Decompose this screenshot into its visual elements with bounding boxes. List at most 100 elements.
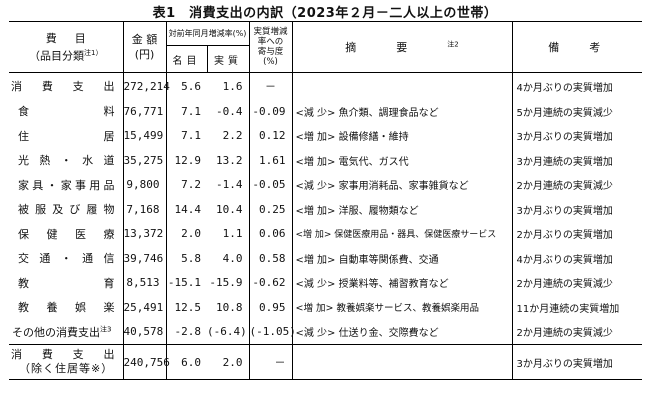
row-real: 10.4	[207, 197, 250, 222]
row-name: 家具・家事用品	[9, 172, 124, 197]
row-amount: 240,756	[123, 344, 170, 380]
table-title: 表1 消費支出の内訳（2023年２月－二人以上の世帯）	[152, 6, 498, 21]
row-remark: 3か月ぶりの実質増加	[516, 205, 613, 217]
row-remark: 3か月ぶりの実質増加	[516, 132, 613, 144]
table-row: 被服及び履物 7,168 14.4 10.4 0.25 <増 加> 洋服、履物類…	[9, 197, 642, 222]
row-amount: 76,771	[123, 99, 167, 124]
row-summary	[292, 344, 513, 380]
row-summary: <増 加> 設備修繕・維持	[292, 123, 513, 148]
row-summary: <減 少> 家事用消耗品、家事雑貨など	[292, 172, 513, 197]
row-remark: 2か月連続の実質減少	[516, 328, 613, 340]
header-amount: 金 額 (円)	[123, 21, 167, 73]
row-amount: 8,513	[123, 270, 167, 295]
header-row-1: 費目 （品目分類注1） 金 額 (円) 対前年同月増減率(%) 実質増減 率への…	[9, 20, 642, 73]
header-nominal: 名目	[166, 45, 208, 73]
row-nominal: 12.9	[174, 153, 202, 167]
row-contribution: -0.05	[249, 172, 293, 197]
row-summary: <減 少> 授業料等、補習教育など	[292, 270, 513, 295]
row-nominal: 12.5	[174, 300, 202, 314]
row-real: 1.6	[207, 72, 250, 99]
header-yoy: 対前年同月増減率(%)	[166, 20, 250, 46]
row-amount: 39,746	[123, 246, 167, 271]
row-summary: <増 加> 保健医療用品・器具、保健医療サービス	[292, 221, 513, 246]
row-amount: 9,800	[123, 172, 167, 197]
row-summary: <増 加> 電気代、ガス代	[292, 148, 513, 173]
row-contribution: -0.09	[249, 99, 293, 124]
row-nominal: 2.0	[181, 227, 201, 241]
row-amount: 25,491	[123, 295, 167, 320]
row-amount: 272,214	[123, 72, 170, 99]
row-remark: 2か月連続の実質減少	[516, 279, 613, 291]
row-real: -0.4	[207, 99, 250, 124]
row-name: 消費支出	[9, 72, 124, 99]
row-name: 食料	[9, 99, 124, 124]
row-contribution: -0.62	[249, 270, 293, 295]
header-item: 費目 （品目分類注1）	[9, 21, 124, 73]
row-remark: 3か月ぶりの実質増加	[512, 344, 642, 380]
row-remark: 3か月連続の実質増加	[516, 156, 613, 168]
table-row: 交通・通信 39,746 5.8 4.0 0.58 <増 加> 自動車等関係費、…	[9, 246, 642, 271]
row-nominal: 5.8	[181, 251, 201, 265]
row-contribution: 0.06	[249, 221, 293, 246]
header-row-2: 名目 実質	[9, 45, 642, 73]
consumption-breakdown-table: 費目 （品目分類注1） 金 額 (円) 対前年同月増減率(%) 実質増減 率への…	[9, 20, 642, 380]
row-remark: 5か月連続の実質減少	[516, 107, 613, 119]
row-name: 光熱・水道	[9, 148, 124, 173]
row-real: 1.1	[207, 221, 250, 246]
row-contribution: －	[249, 344, 293, 380]
row-remark: 4か月ぶりの実質増加	[516, 254, 613, 266]
row-nominal: 7.2	[181, 178, 201, 192]
header-real: 実質	[207, 45, 250, 73]
header-summary: 摘要注2	[292, 21, 513, 73]
row-name: その他の消費支出注3	[9, 319, 124, 345]
table-row: 教育 8,513 -15.1 -15.9 -0.62 <減 少> 授業料等、補習…	[9, 270, 642, 295]
table-row-excluding-housing: 消費支出 （除く住居等※） 240,756 6.0 2.0 － 3か月ぶりの実質…	[9, 344, 642, 380]
row-nominal: 5.6	[181, 79, 201, 93]
row-name: 教育	[9, 270, 124, 295]
row-name: 被服及び履物	[9, 197, 124, 222]
row-amount: 15,499	[123, 123, 167, 148]
row-contribution: 0.25	[249, 197, 293, 222]
row-real: -1.4	[207, 172, 250, 197]
row-nominal: 14.4	[174, 202, 202, 216]
row-contribution: 0.95	[249, 295, 293, 320]
row-real: 2.2	[207, 123, 250, 148]
row-summary	[292, 72, 513, 99]
row-amount: 13,372	[123, 221, 167, 246]
row-name: 教養娯楽	[9, 295, 124, 320]
table-row: 光熱・水道 35,275 12.9 13.2 1.61 <増 加> 電気代、ガス…	[9, 148, 642, 173]
row-nominal: 7.1	[181, 104, 201, 118]
row-contribution: 0.12	[249, 123, 293, 148]
row-remark: 11か月連続の実質増加	[516, 303, 620, 315]
row-summary: <減 少> 仕送り金、交際費など	[292, 319, 513, 345]
row-name: 保健医療	[9, 221, 124, 246]
row-nominal: 7.1	[181, 129, 201, 143]
header-contribution: 実質増減 率への 寄与度 (%)	[249, 21, 293, 73]
row-real: 13.2	[207, 148, 250, 173]
row-remark: 2か月連続の実質減少	[516, 181, 613, 193]
table-row: 食料 76,771 7.1 -0.4 -0.09 <減 少> 魚介類、調理食品な…	[9, 99, 642, 124]
row-nominal: 6.0	[166, 344, 207, 380]
table-row: その他の消費支出注3 40,578 -2.8 (-6.4) (-1.05) <減…	[9, 319, 642, 345]
row-contribution: 1.61	[249, 148, 293, 173]
row-summary: <増 加> 洋服、履物類など	[292, 197, 513, 222]
row-contribution: 0.58	[249, 246, 293, 271]
row-amount: 35,275	[123, 148, 167, 173]
row-nominal: -2.8	[174, 325, 202, 339]
row-remark: 4か月ぶりの実質増加	[516, 82, 613, 94]
table-row: 住居 15,499 7.1 2.2 0.12 <増 加> 設備修繕・維持 3か月…	[9, 123, 642, 148]
row-contribution: (-1.05)	[249, 319, 296, 345]
row-name: 消費支出 （除く住居等※）	[9, 344, 124, 380]
row-real: -15.9	[207, 270, 250, 295]
row-summary: <増 加> 教養娯楽サービス、教養娯楽用品	[292, 295, 513, 320]
row-summary: <減 少> 魚介類、調理食品など	[292, 99, 513, 124]
table-row: 家具・家事用品 9,800 7.2 -1.4 -0.05 <減 少> 家事用消耗…	[9, 172, 642, 197]
row-remark: 2か月ぶりの実質増加	[516, 230, 613, 242]
row-amount: 7,168	[123, 197, 167, 222]
row-summary: <増 加> 自動車等関係費、交通	[292, 246, 513, 271]
table-row: 消費支出 272,214 5.6 1.6 － 4か月ぶりの実質増加	[9, 72, 642, 99]
row-name: 交通・通信	[9, 246, 124, 271]
row-real: (-6.4)	[207, 319, 250, 345]
table-row: 保健医療 13,372 2.0 1.1 0.06 <増 加> 保健医療用品・器具…	[9, 221, 642, 246]
